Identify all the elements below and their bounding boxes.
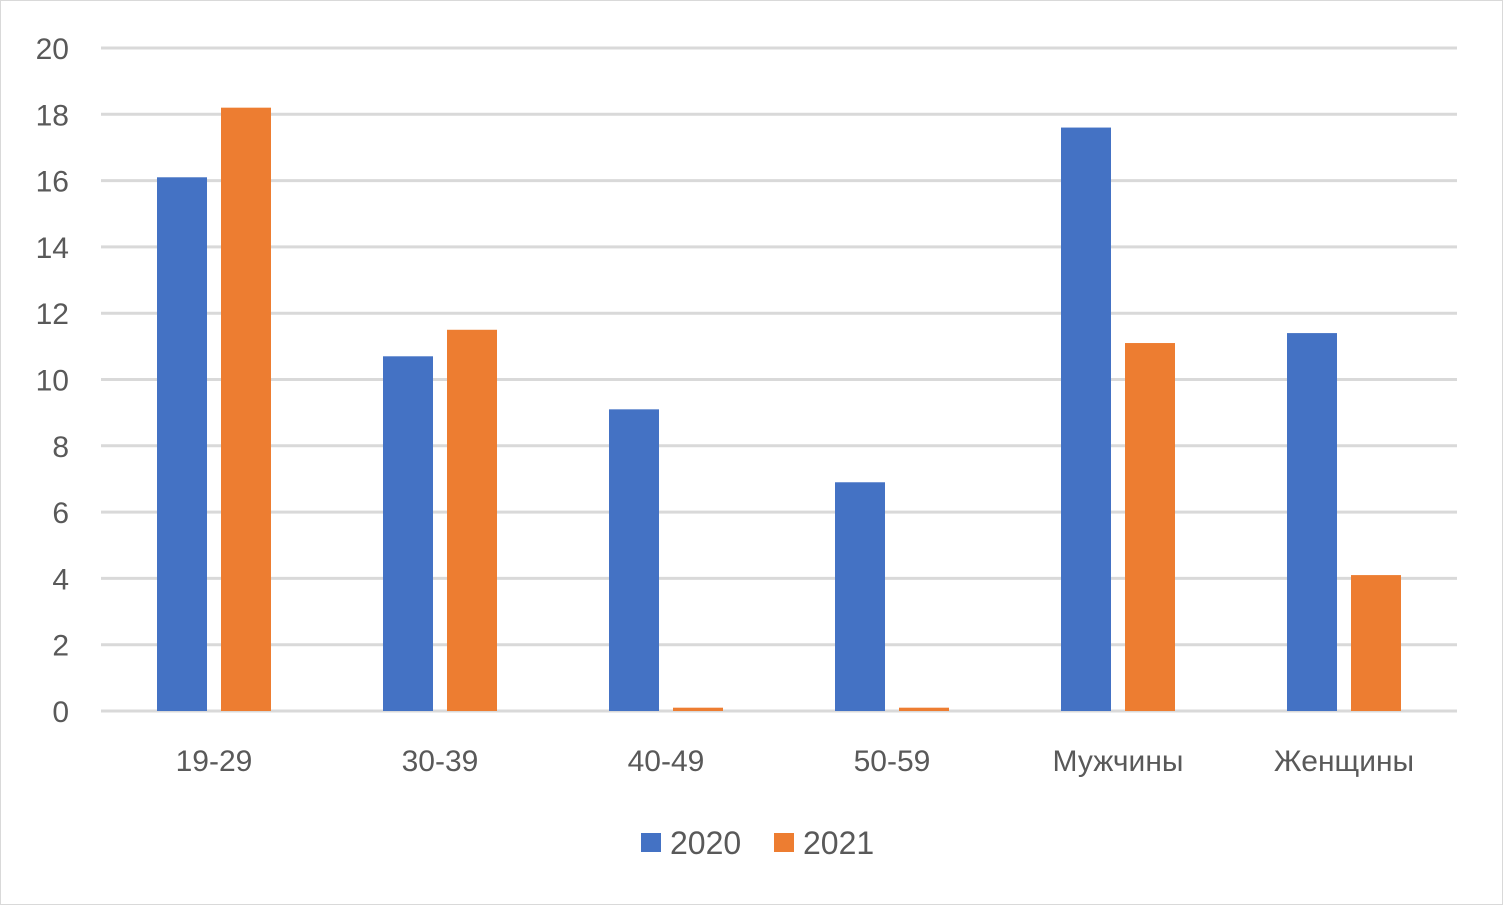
bar-2020-30-39 — [383, 356, 433, 711]
legend: 2020 2021 — [641, 825, 874, 861]
x-tick-label: 30-39 — [402, 745, 479, 778]
bars — [157, 107, 1401, 712]
bar-2021-40-49 — [673, 707, 723, 711]
y-axis-ticks: 0 2 4 6 8 10 12 14 16 18 20 — [36, 33, 69, 729]
legend-label: 2020 — [670, 825, 741, 861]
bar-2020-40-49 — [609, 409, 659, 711]
y-tick-label: 6 — [52, 497, 69, 530]
x-tick-label: Мужчины — [1053, 745, 1184, 778]
bar-2020-19-29 — [157, 177, 207, 711]
y-tick-label: 20 — [36, 33, 69, 66]
bar-2021-Мужчины — [1125, 343, 1175, 711]
y-tick-label: 16 — [36, 166, 69, 199]
legend-label: 2021 — [803, 825, 874, 861]
y-tick-label: 0 — [52, 696, 69, 729]
gridlines — [101, 46, 1457, 713]
bar-2020-50-59 — [835, 482, 885, 711]
x-tick-label: 40-49 — [628, 745, 705, 778]
y-tick-label: 2 — [52, 630, 69, 663]
bar-2021-30-39 — [447, 329, 497, 711]
bar-2021-19-29 — [221, 107, 271, 712]
bar-2020-Женщины — [1287, 333, 1337, 711]
x-axis-ticks: 19-29 30-39 40-49 50-59 Мужчины Женщины — [176, 745, 1414, 778]
x-tick-label: 50-59 — [854, 745, 931, 778]
y-tick-label: 18 — [36, 99, 69, 132]
legend-swatch-2020 — [641, 833, 661, 852]
y-tick-label: 8 — [52, 431, 69, 464]
y-tick-label: 12 — [36, 298, 69, 331]
bar-2020-Мужчины — [1061, 127, 1111, 711]
y-tick-label: 4 — [52, 563, 69, 596]
bar-2021-50-59 — [899, 707, 949, 711]
legend-swatch-2021 — [774, 833, 794, 852]
y-tick-label: 10 — [36, 365, 69, 398]
x-tick-label: Женщины — [1274, 745, 1414, 778]
y-tick-label: 14 — [36, 232, 69, 265]
x-tick-label: 19-29 — [176, 745, 253, 778]
bar-2021-Женщины — [1351, 575, 1401, 711]
